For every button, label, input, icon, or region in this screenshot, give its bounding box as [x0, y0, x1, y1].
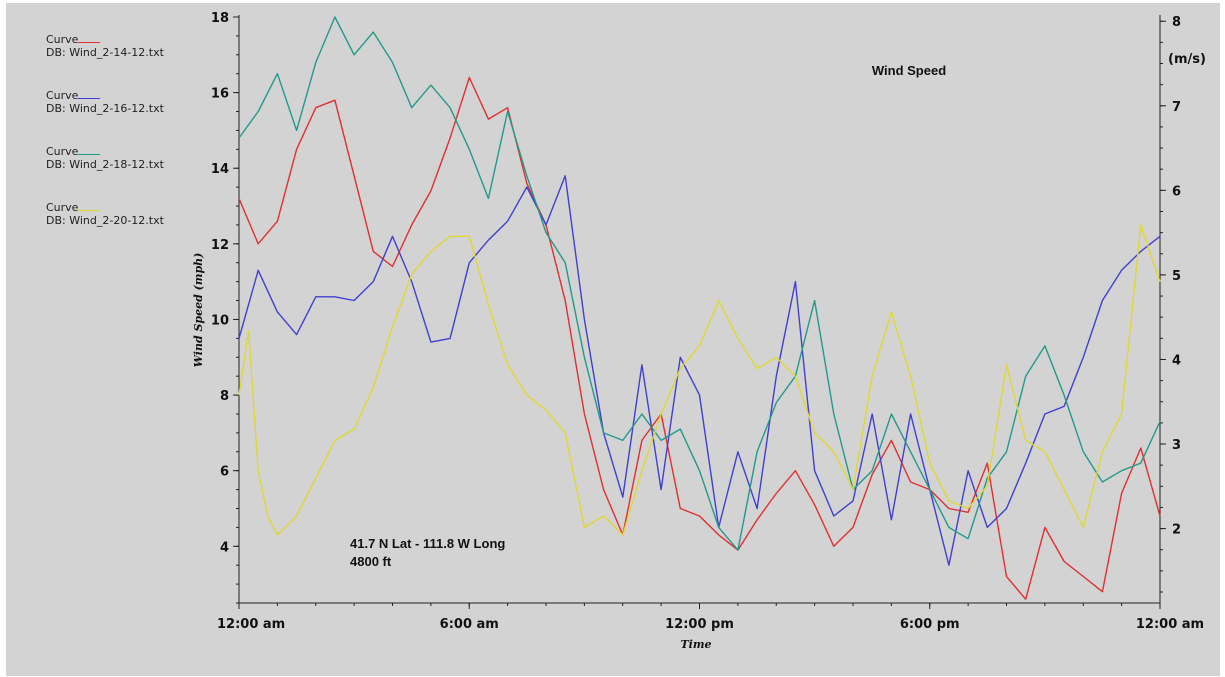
y-tick-label: 8 [220, 389, 229, 404]
y2-tick-label: 6 [1172, 184, 1181, 199]
y-tick-label: 14 [211, 162, 229, 177]
series-line-3 [238, 16, 1161, 551]
x-tick-label: 12:00 pm [665, 617, 734, 632]
y2-tick-label: 4 [1172, 353, 1181, 368]
legend-entry-3: Curve DB: Wind_2-18-12.txt [46, 145, 164, 171]
legend-file-label: DB: Wind_2-16-12.txt [46, 102, 164, 115]
legend-swatch [78, 154, 101, 155]
legend-swatch [78, 98, 101, 99]
y-tick-label: 12 [211, 238, 229, 253]
y2-tick-label: 3 [1172, 438, 1181, 453]
x-tick-label: 12:00 am [217, 617, 285, 632]
legend-swatch [78, 210, 101, 211]
legend-curve-label: Curve [46, 33, 101, 46]
series-line-1 [238, 76, 1161, 600]
x-axis-title: Time [680, 638, 711, 651]
y-axis-title: Wind Speed (mph) [192, 253, 205, 368]
y-tick-label: 10 [211, 313, 229, 328]
right-axis-unit-label: (m/s) [1168, 52, 1206, 67]
y2-tick-label: 2 [1172, 523, 1181, 538]
series-line-4 [238, 224, 1161, 536]
legend-entry-4: Curve DB: Wind_2-20-12.txt [46, 201, 164, 227]
y-tick-label: 16 [211, 87, 229, 102]
y2-tick-label: 8 [1172, 15, 1181, 30]
legend-entry-2: Curve DB: Wind_2-16-12.txt [46, 89, 164, 115]
location-annotation: 41.7 N Lat - 111.8 W Long [350, 536, 505, 551]
legend-curve-label: Curve [46, 201, 101, 214]
y-tick-label: 4 [220, 540, 229, 555]
legend-file-label: DB: Wind_2-14-12.txt [46, 46, 164, 59]
plot-frame [238, 15, 1161, 604]
legend-file-label: DB: Wind_2-18-12.txt [46, 158, 164, 171]
elevation-annotation: 4800 ft [350, 554, 392, 569]
line-chart: 4 6 8 10 12 14 16 18 2 3 4 5 6 7 8 12:00 am 6:00 am 12:… [192, 11, 1206, 651]
legend-file-label: DB: Wind_2-20-12.txt [46, 214, 164, 227]
legend-swatch [78, 42, 101, 43]
legend-curve-label: Curve [46, 145, 101, 158]
x-tick-label: 6:00 pm [900, 617, 960, 632]
y2-tick-label: 5 [1172, 269, 1181, 284]
chart-title: Wind Speed [872, 63, 946, 78]
y2-tick-label: 7 [1172, 100, 1181, 115]
chart-canvas: Curve DB: Wind_2-14-12.txt Curve DB: Wind_2… [6, 3, 1220, 676]
x-tick-label: 6:00 am [440, 617, 499, 632]
y-tick-label: 18 [211, 11, 229, 26]
x-tick-label: 12:00 am [1136, 617, 1204, 632]
legend-entry-1: Curve DB: Wind_2-14-12.txt [46, 33, 164, 59]
series-line-2 [238, 175, 1161, 566]
legend-curve-label: Curve [46, 89, 101, 102]
y-tick-label: 6 [220, 465, 229, 480]
